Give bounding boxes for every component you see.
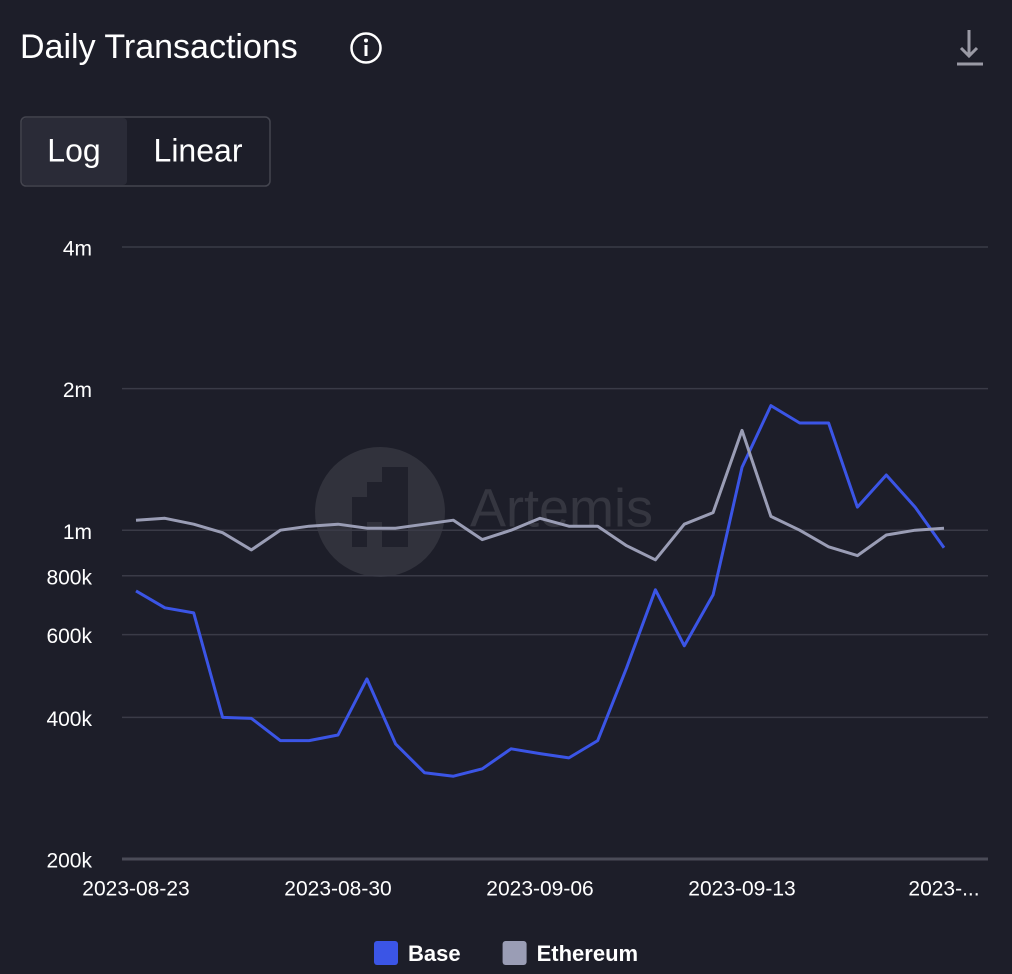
y-tick-label: 1m: [63, 521, 92, 544]
x-tick-label: 2023-08-30: [284, 878, 391, 901]
y-tick-label: 200k: [46, 850, 92, 873]
x-tick-label: 2023-08-23: [82, 878, 189, 901]
y-tick-label: 800k: [46, 566, 92, 589]
y-tick-label: 2m: [63, 379, 92, 402]
legend-swatch: [374, 941, 398, 965]
toggle-button[interactable]: Linear: [154, 132, 243, 168]
x-tick-label: 2023-...: [908, 878, 979, 901]
toggle-active-bg: [22, 118, 127, 185]
legend-label: Ethereum: [537, 941, 638, 966]
legend-swatch: [502, 941, 527, 965]
x-tick-label: 2023-09-13: [688, 878, 795, 901]
legend: Base Ethereum: [374, 941, 638, 966]
legend-label: Base: [408, 941, 461, 966]
x-tick-label: 2023-09-06: [486, 878, 593, 901]
y-tick-label: 400k: [46, 708, 92, 731]
toggle-button[interactable]: Log: [47, 132, 100, 168]
download-icon[interactable]: [957, 30, 983, 66]
info-icon[interactable]: [350, 32, 382, 64]
series-line: [135, 404, 946, 778]
chart-title: Daily Transactions: [20, 28, 298, 66]
watermark-text: Artemis: [470, 478, 653, 538]
y-tick-label: 600k: [46, 625, 92, 648]
series-line: [135, 428, 945, 562]
scale-toggle: Log Linear: [20, 116, 271, 187]
y-tick-label: 4m: [63, 238, 92, 261]
